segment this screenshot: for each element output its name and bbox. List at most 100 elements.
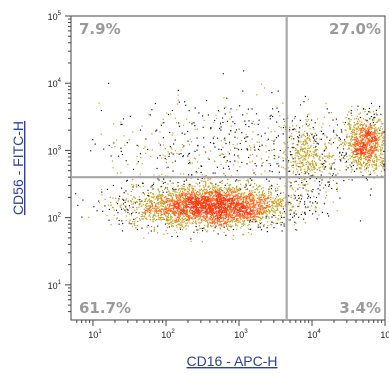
- event-dot: [305, 148, 307, 150]
- event-dot: [313, 196, 315, 198]
- event-dot: [249, 217, 251, 219]
- event-dot: [157, 199, 159, 201]
- event-dot: [267, 206, 269, 208]
- event-dot: [377, 146, 379, 148]
- event-dot: [374, 133, 376, 135]
- event-dot: [129, 219, 131, 221]
- event-dot: [270, 194, 272, 196]
- event-dot: [147, 148, 149, 150]
- event-dot: [139, 201, 142, 203]
- event-dot: [290, 202, 292, 205]
- event-dot: [246, 197, 248, 200]
- event-dot: [293, 146, 295, 149]
- event-dot: [237, 147, 239, 150]
- event-dot: [251, 201, 253, 203]
- event-dot: [171, 200, 173, 202]
- event-dot: [292, 142, 295, 145]
- event-dot: [355, 136, 358, 138]
- event-dot: [242, 215, 244, 217]
- event-dot: [274, 214, 276, 217]
- event-dot: [228, 215, 230, 217]
- event-dot: [325, 161, 327, 163]
- event-dot: [349, 157, 351, 159]
- event-dot: [170, 215, 172, 217]
- event-dot: [189, 152, 191, 154]
- event-dot: [275, 201, 277, 204]
- event-dot: [252, 194, 254, 197]
- event-dot: [201, 177, 203, 179]
- event-dot: [203, 215, 205, 218]
- event-dot: [158, 195, 160, 197]
- event-dot: [192, 189, 194, 191]
- event-dot: [339, 152, 341, 154]
- event-dot: [220, 199, 222, 201]
- event-dot: [180, 204, 182, 206]
- event-dot: [252, 203, 254, 205]
- event-dot: [240, 207, 242, 209]
- event-dot: [312, 166, 314, 168]
- event-dot: [236, 203, 238, 205]
- event-dot: [162, 137, 164, 139]
- event-dot: [183, 192, 185, 194]
- event-dot: [192, 211, 194, 213]
- event-dot: [245, 189, 247, 191]
- event-dot: [233, 164, 235, 166]
- event-dot: [210, 201, 212, 203]
- event-dot: [309, 170, 311, 172]
- event-dot: [215, 212, 217, 214]
- event-dot: [375, 142, 377, 144]
- event-dot: [364, 139, 366, 141]
- event-dot: [118, 198, 120, 200]
- event-dot: [176, 199, 178, 201]
- event-dot: [163, 233, 165, 235]
- event-dot: [236, 185, 238, 187]
- event-dot: [282, 167, 285, 169]
- event-dot: [210, 209, 212, 211]
- event-dot: [369, 194, 371, 196]
- event-dot: [193, 187, 195, 190]
- event-dot: [165, 205, 167, 207]
- event-dot: [115, 218, 118, 220]
- event-dot: [206, 200, 208, 203]
- event-dot: [191, 141, 193, 143]
- event-dot: [352, 128, 354, 130]
- event-dot: [177, 219, 180, 221]
- event-dot: [328, 112, 330, 114]
- event-dot: [254, 214, 256, 217]
- event-dot: [128, 222, 130, 225]
- event-dot: [145, 217, 147, 219]
- event-dot: [282, 160, 284, 162]
- event-dot: [155, 130, 157, 132]
- event-dot: [226, 215, 228, 217]
- event-dot: [104, 205, 107, 207]
- event-dot: [177, 181, 179, 184]
- event-dot: [187, 214, 189, 217]
- event-dot: [363, 108, 365, 110]
- event-dot: [217, 196, 219, 198]
- event-dot: [136, 207, 138, 209]
- event-dot: [177, 207, 180, 209]
- event-dot: [291, 120, 293, 122]
- event-dot: [188, 196, 190, 198]
- event-dot: [119, 205, 121, 207]
- event-dot: [340, 143, 342, 145]
- event-dot: [359, 150, 361, 152]
- event-dot: [165, 212, 167, 214]
- event-dot: [271, 206, 274, 208]
- event-dot: [289, 201, 291, 203]
- event-dot: [292, 164, 294, 166]
- event-dot: [222, 202, 224, 204]
- event-dot: [212, 195, 214, 197]
- event-dot: [221, 180, 224, 182]
- event-dot: [120, 123, 122, 126]
- event-dot: [245, 212, 247, 214]
- event-dot: [123, 135, 125, 137]
- event-dot: [226, 225, 228, 227]
- event-dot: [316, 169, 318, 171]
- event-dot: [212, 208, 214, 210]
- event-dot: [195, 221, 197, 223]
- event-dot: [293, 198, 295, 200]
- event-dot: [234, 212, 236, 214]
- event-dot: [112, 206, 114, 208]
- event-dot: [155, 203, 157, 205]
